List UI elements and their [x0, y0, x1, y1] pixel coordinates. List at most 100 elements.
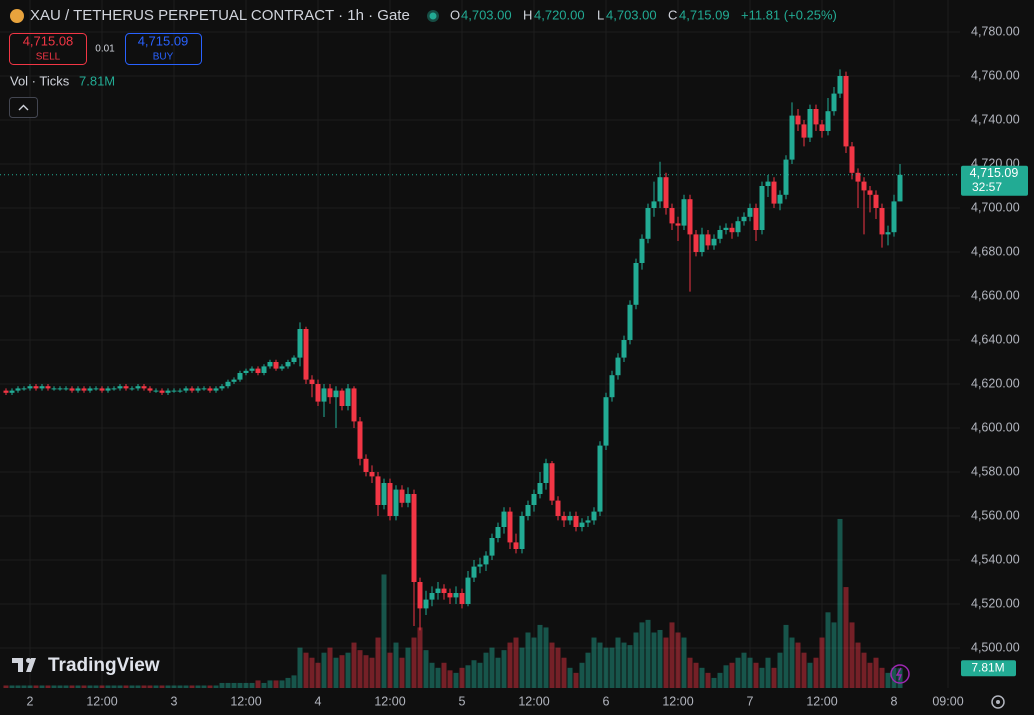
volume-bar — [837, 518, 843, 688]
last-price-tag — [961, 165, 1028, 196]
candle-body — [807, 109, 813, 138]
candle-body — [225, 381, 231, 387]
volume-bar — [879, 667, 885, 688]
volume-bar — [207, 685, 213, 688]
candle-body — [345, 388, 351, 406]
candle-body — [15, 388, 21, 391]
logo-text: TradingView — [48, 655, 160, 676]
candle-body — [549, 463, 555, 501]
candle-body — [207, 388, 213, 391]
volume-bar — [513, 637, 519, 688]
candle-body — [111, 388, 117, 390]
volume-bar — [21, 685, 27, 688]
volume-bar — [507, 642, 513, 688]
volume-bar — [189, 685, 195, 688]
candle-body — [93, 388, 99, 390]
candle-body — [135, 386, 141, 389]
volume-bar — [813, 657, 819, 688]
candle-body — [627, 304, 633, 340]
volume-bar — [261, 682, 267, 688]
candle-body — [879, 208, 885, 235]
volume-bar — [831, 622, 837, 688]
candle-body — [555, 500, 561, 516]
sell-button[interactable] — [9, 33, 87, 65]
volume-bar — [873, 657, 879, 688]
volume-bar — [345, 652, 351, 688]
volume-bar — [429, 662, 435, 688]
volume-bar — [891, 667, 897, 688]
x-tick-label: 7 — [747, 694, 754, 708]
x-tick-label: 12:00 — [662, 694, 693, 708]
candle-body — [699, 234, 705, 252]
settings-icon[interactable] — [991, 695, 1005, 709]
collapse-button[interactable] — [9, 97, 38, 118]
candle-body — [33, 386, 39, 389]
volume-bar — [411, 637, 417, 688]
volume-bar — [147, 685, 153, 688]
candle-body — [81, 388, 87, 391]
ohlc-label: L — [597, 7, 604, 22]
volume-bar — [843, 587, 849, 688]
candle-body — [291, 357, 297, 362]
candle-body — [339, 390, 345, 406]
volume-bar — [171, 685, 177, 688]
candle-body — [105, 388, 111, 391]
candle-body — [471, 566, 477, 578]
candle-body — [147, 388, 153, 391]
candle-body — [231, 379, 237, 382]
volume-bar — [255, 680, 261, 688]
candle-body — [153, 390, 159, 392]
volume-bar — [795, 642, 801, 688]
x-tick-label: 6 — [603, 694, 610, 708]
candle-body — [243, 370, 249, 373]
volume-bar — [657, 629, 663, 688]
candle-body — [261, 366, 267, 373]
candle-body — [393, 489, 399, 516]
candle-body — [171, 390, 177, 392]
volume-bar — [351, 642, 357, 688]
volume-bar — [717, 672, 723, 688]
candle-body — [621, 340, 627, 358]
volume-bar — [297, 647, 303, 688]
candle-body — [189, 388, 195, 391]
candle-body — [165, 390, 171, 393]
y-tick-label: 4,540.00 — [971, 552, 1020, 566]
volume-bar — [459, 667, 465, 688]
volume-bar — [45, 685, 51, 688]
volume-bar — [51, 685, 57, 688]
candle-body — [273, 362, 279, 369]
volume-bar — [495, 657, 501, 688]
volume-bar — [861, 652, 867, 688]
buy-button[interactable] — [125, 33, 202, 65]
candle-body — [441, 588, 447, 593]
alert-icon[interactable] — [890, 664, 910, 684]
volume-bar — [285, 677, 291, 688]
y-tick-label: 4,520.00 — [971, 596, 1020, 610]
y-tick-label: 4,600.00 — [971, 420, 1020, 434]
change-value: +11.81 (+0.25%) — [741, 7, 837, 22]
x-tick-label: 12:00 — [230, 694, 261, 708]
candle-body — [363, 458, 369, 472]
volume-bar — [525, 632, 531, 688]
ohlc-label: O — [450, 7, 460, 22]
volume-bar — [375, 637, 381, 688]
volume-bar — [237, 682, 243, 688]
volume-bar — [537, 624, 543, 688]
volume-bar — [723, 665, 729, 688]
volume-bar — [27, 685, 33, 688]
volume-bar — [789, 637, 795, 688]
candle-body — [399, 489, 405, 503]
candle-body — [201, 388, 207, 390]
candle-body — [495, 527, 501, 538]
x-tick-label: 2 — [27, 694, 34, 708]
ohlc-label: C — [668, 7, 677, 22]
candle-body — [633, 263, 639, 305]
candle-body — [513, 542, 519, 549]
volume-bar — [9, 685, 15, 688]
candle-body — [819, 124, 825, 131]
candle-body — [615, 357, 621, 376]
volume-bar — [303, 652, 309, 688]
candle-body — [645, 208, 651, 239]
candle-body — [213, 388, 219, 391]
